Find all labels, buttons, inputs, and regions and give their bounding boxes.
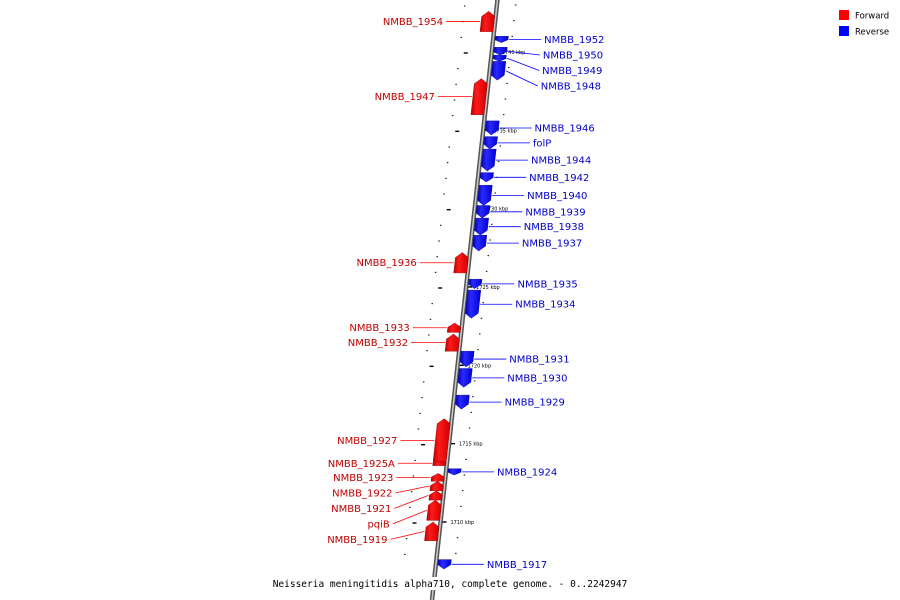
gene-leader-line (395, 485, 430, 494)
gene-arrow[interactable] (437, 559, 452, 570)
gene-arrow[interactable] (470, 78, 488, 115)
gene-label[interactable]: NMBB_1921 (331, 504, 391, 515)
gene-label[interactable]: NMBB_1933 (349, 323, 409, 334)
gene-label[interactable]: NMBB_1936 (357, 258, 417, 269)
gene-arrow[interactable] (424, 521, 440, 541)
gene-label[interactable]: NMBB_1930 (507, 373, 567, 384)
gene-arrow[interactable] (457, 368, 473, 388)
gene-arrow[interactable] (468, 279, 483, 289)
gene-arrow[interactable] (447, 468, 462, 476)
gene-label[interactable]: NMBB_1929 (505, 398, 565, 409)
gene-arrow[interactable] (474, 217, 489, 236)
gene-label[interactable]: NMBB_1939 (525, 207, 585, 218)
gene-label[interactable]: NMBB_1934 (515, 300, 575, 311)
gene-label[interactable]: NMBB_1922 (332, 488, 392, 499)
gene-arrow[interactable] (483, 136, 498, 150)
caption-backdrop (296, 577, 604, 590)
gene-arrow[interactable] (444, 333, 460, 352)
gene-label[interactable]: NMBB_1948 (541, 81, 601, 92)
scale-tick-label: 1730 kbp (485, 207, 509, 213)
gene-arrow[interactable] (479, 172, 494, 183)
gene-labels: NMBB_1954 NMBB_1952 NMBB_1950 NMBB_1949 NMBB… (327, 17, 604, 571)
gene-leader-line (506, 57, 540, 71)
gene-label[interactable]: NMBB_1927 (337, 436, 397, 447)
gene-arrow[interactable] (429, 481, 444, 491)
gene-arrow[interactable] (459, 351, 475, 368)
legend-reverse-label: Reverse (855, 28, 889, 38)
gene-arrow[interactable] (477, 184, 493, 206)
gene-features (424, 11, 509, 570)
gene-arrow[interactable] (465, 289, 482, 319)
scale-tick-label: 1710 kbp (451, 520, 475, 526)
gene-arrow[interactable] (472, 235, 488, 252)
gene-arrow[interactable] (446, 322, 462, 333)
gene-label[interactable]: NMBB_1937 (522, 239, 582, 250)
gene-arrow[interactable] (494, 36, 509, 43)
sequence-track (429, 0, 500, 600)
gene-label[interactable]: NMBB_1935 (517, 279, 577, 290)
gene-arrow[interactable] (485, 120, 500, 136)
gene-label[interactable]: NMBB_1947 (375, 92, 435, 103)
gene-arrow[interactable] (491, 61, 507, 81)
gene-arrow[interactable] (481, 148, 497, 172)
gene-arrow[interactable] (453, 252, 469, 274)
legend-reverse-swatch (839, 26, 849, 36)
legend: Forward Reverse (839, 10, 889, 38)
gene-leader-line (392, 509, 427, 525)
gene-arrow[interactable] (492, 54, 507, 62)
gene-arrow[interactable] (493, 47, 508, 56)
gene-label[interactable]: NMBB_1946 (534, 123, 594, 134)
gene-arrow[interactable] (479, 11, 495, 32)
track-line-highlight (431, 0, 499, 600)
legend-forward-label: Forward (855, 12, 889, 22)
gene-arrow[interactable] (432, 460, 447, 466)
gene-arrow[interactable] (428, 490, 443, 501)
scale-tick-label: 1725 kbp (476, 285, 500, 291)
scale-tick-label: 1715 kbp (459, 442, 483, 448)
gene-arrow[interactable] (475, 205, 491, 219)
gene-arrow[interactable] (426, 499, 442, 521)
gene-label[interactable]: NMBB_1919 (327, 535, 387, 546)
legend-forward-swatch (839, 10, 849, 20)
gene-label[interactable]: NMBB_1917 (487, 560, 547, 571)
scale-tick-label: 1735 kbp (493, 128, 517, 134)
scale-tick-label: 1720 kbp (468, 363, 492, 369)
gene-leader-line (394, 494, 429, 509)
scale-tick-label: 1740 kbp (502, 50, 526, 56)
gene-label[interactable]: NMBB_1950 (543, 50, 603, 61)
gene-arrow[interactable] (430, 473, 445, 482)
gene-label[interactable]: NMBB_1942 (529, 173, 589, 184)
gene-arrow[interactable] (455, 394, 470, 410)
gene-leader-line (390, 531, 425, 540)
gene-leader-line (507, 50, 540, 56)
gene-label[interactable]: NMBB_1952 (544, 35, 604, 46)
gene-label[interactable]: NMBB_1932 (348, 338, 408, 349)
gene-label[interactable]: pqiB (367, 519, 389, 530)
gene-label[interactable]: NMBB_1931 (509, 355, 569, 366)
gene-label[interactable]: folP (533, 138, 551, 149)
gene-label[interactable]: NMBB_1924 (497, 467, 557, 478)
gene-label[interactable]: NMBB_1944 (531, 156, 591, 167)
gene-label[interactable]: NMBB_1925A (328, 459, 395, 470)
gene-label[interactable]: NMBB_1923 (333, 473, 393, 484)
gene-label[interactable]: NMBB_1949 (542, 66, 602, 77)
gene-leader-line (505, 70, 538, 87)
gene-label[interactable]: NMBB_1940 (527, 191, 587, 202)
map-caption: Neisseria meningitidis alpha710, complet… (273, 579, 628, 590)
gene-label[interactable]: NMBB_1938 (524, 222, 584, 233)
gene-label[interactable]: NMBB_1954 (383, 17, 443, 28)
